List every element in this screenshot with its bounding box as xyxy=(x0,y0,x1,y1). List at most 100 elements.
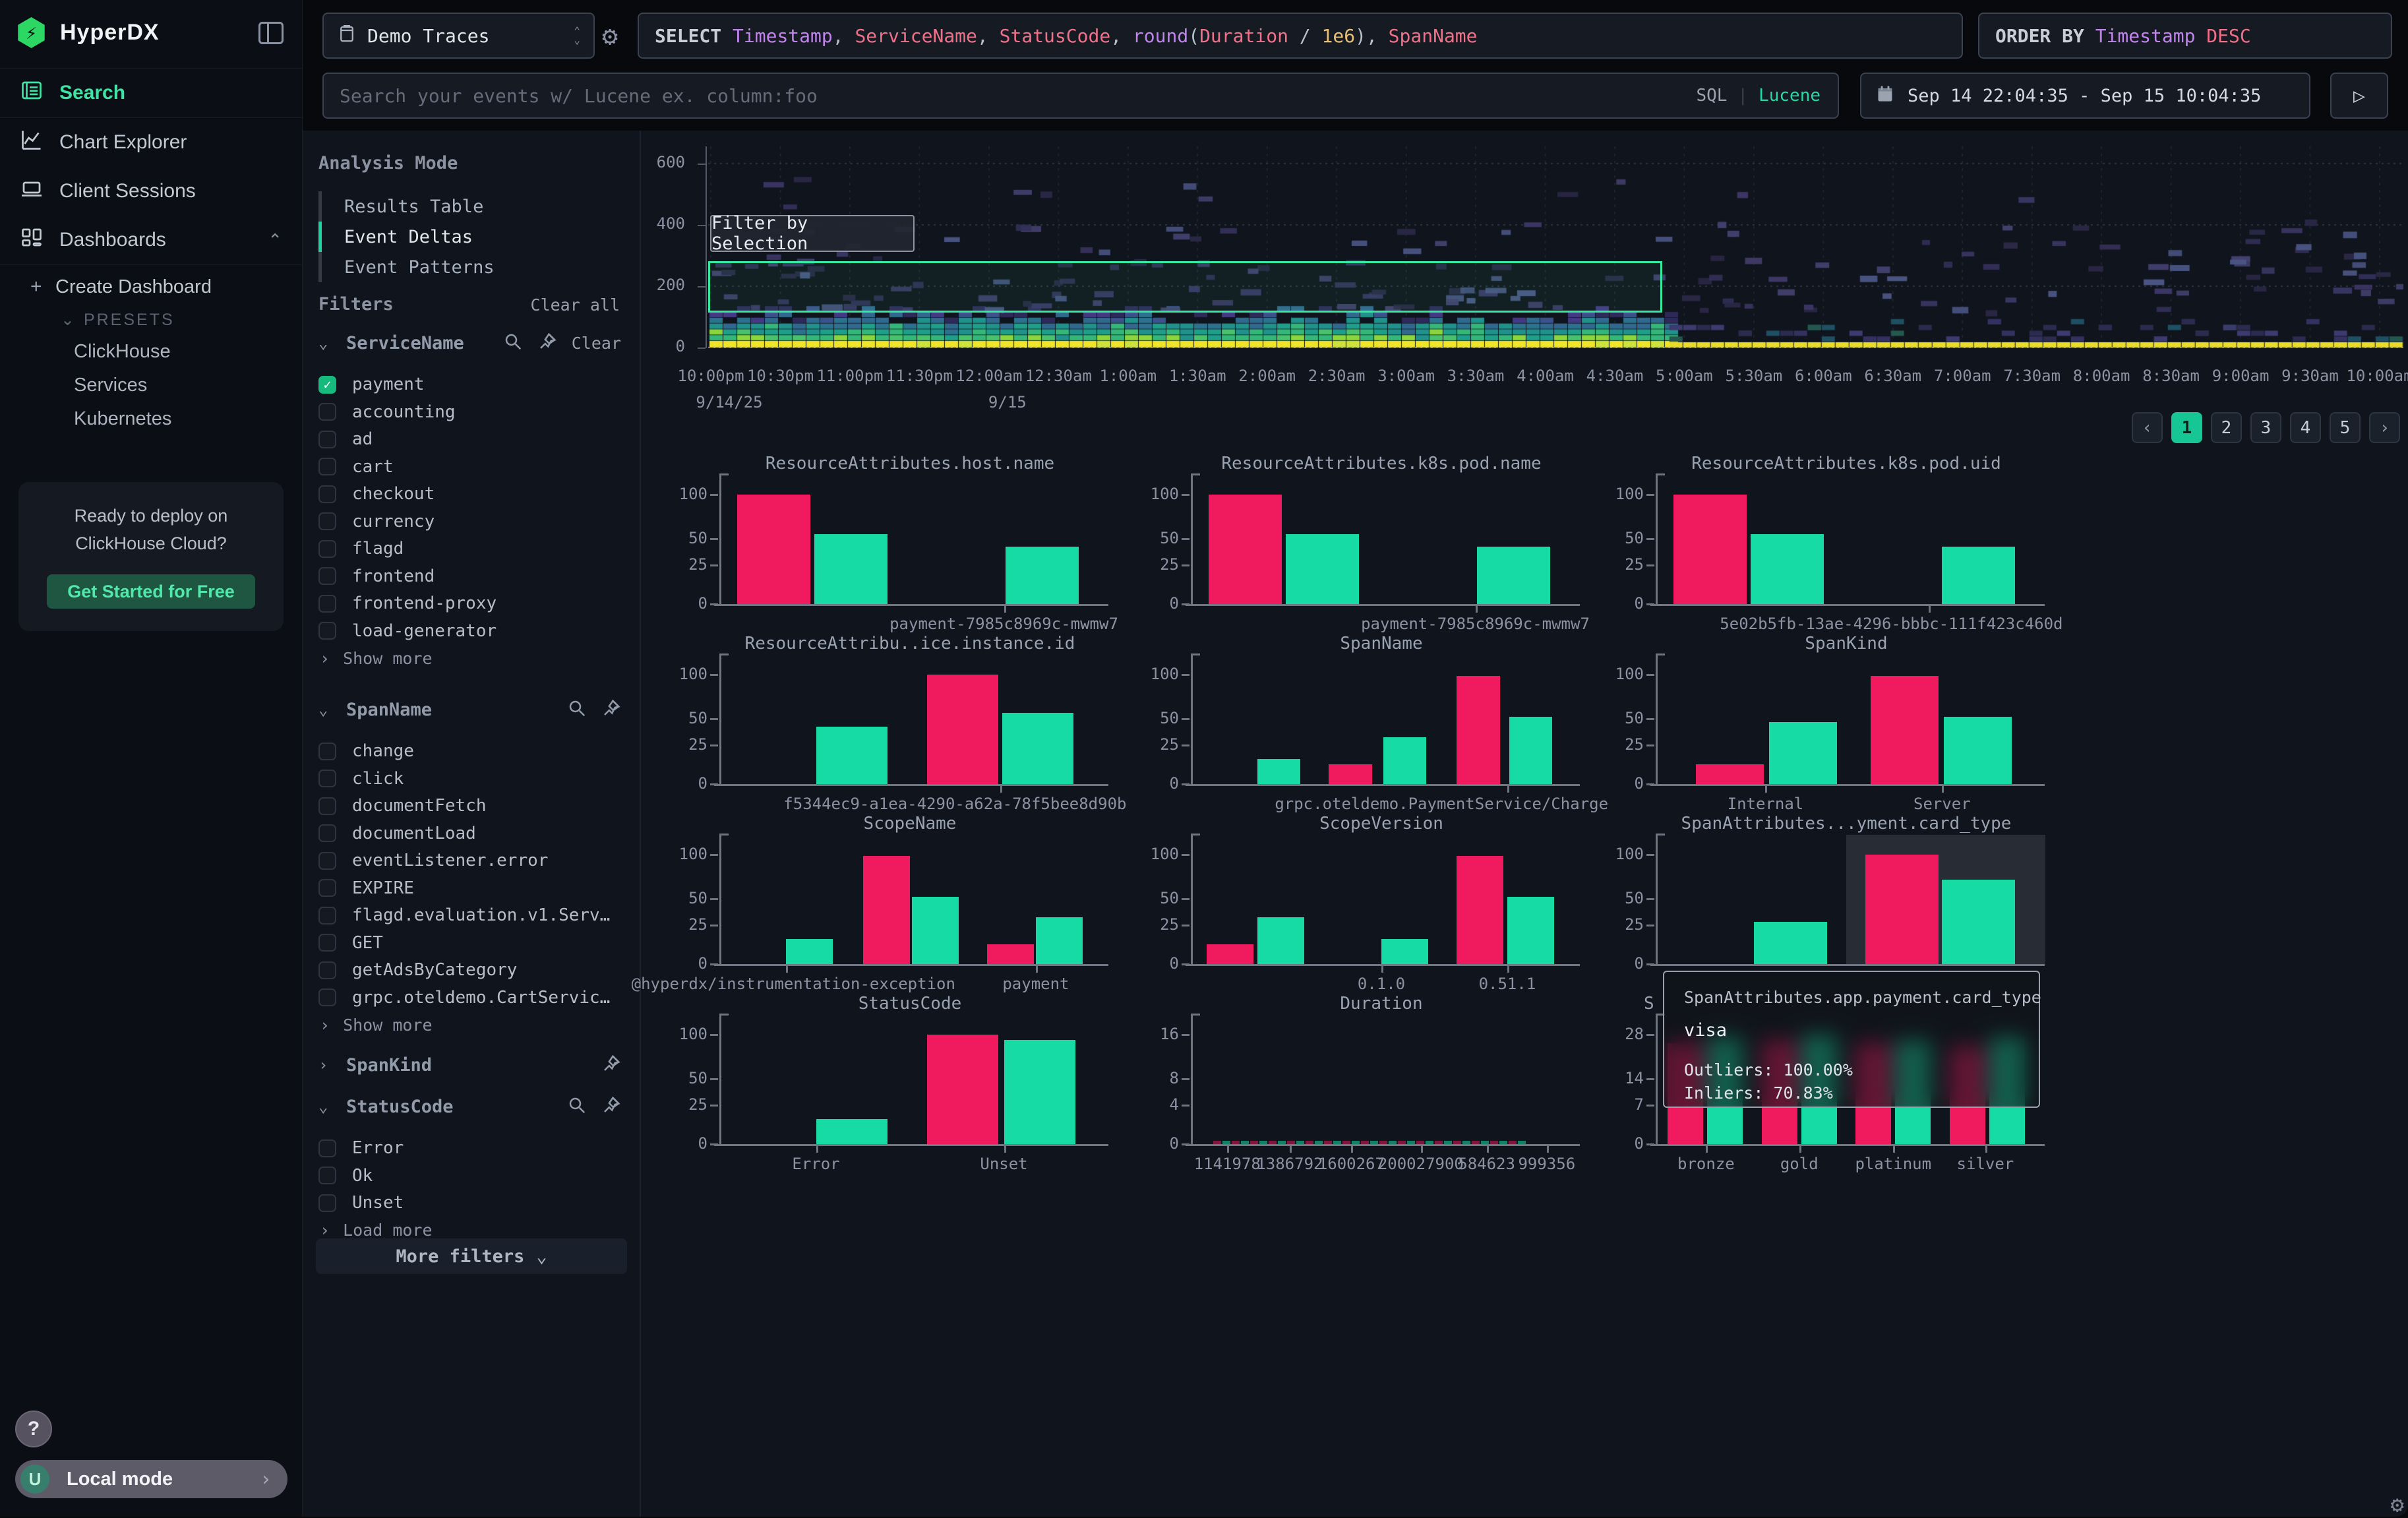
delta-bar-inlier[interactable] xyxy=(1006,547,1079,604)
run-query-button[interactable]: ▷ xyxy=(2330,73,2388,119)
analysis-mode-results-table[interactable]: Results Table xyxy=(303,191,640,222)
chevron-right-icon[interactable]: › xyxy=(318,1056,328,1074)
filter-option-currency[interactable]: currency xyxy=(303,508,640,535)
delta-bar-inlier[interactable] xyxy=(1942,547,2016,604)
sidebar-item-dashboards[interactable]: Dashboards ⌃ xyxy=(0,216,302,264)
checkbox-unchecked[interactable] xyxy=(318,512,336,530)
clear-filter-button[interactable]: Clear xyxy=(571,333,621,353)
pagination-next-button[interactable]: › xyxy=(2369,412,2400,443)
search-icon[interactable] xyxy=(567,1095,587,1118)
filter-group-header[interactable]: › SpanKind xyxy=(303,1050,640,1079)
search-icon[interactable] xyxy=(567,698,587,721)
delta-bar-outlier[interactable] xyxy=(862,856,910,964)
more-filters-button[interactable]: More filters ⌄ xyxy=(316,1238,627,1274)
analysis-mode-event-patterns[interactable]: Event Patterns xyxy=(303,252,640,282)
pagination-page-4[interactable]: 4 xyxy=(2290,412,2321,443)
filter-option-error[interactable]: Error xyxy=(303,1134,640,1162)
delta-bar-inlier[interactable] xyxy=(1257,917,1305,964)
delta-bar-outlier[interactable] xyxy=(1208,495,1282,604)
checkbox-unchecked[interactable] xyxy=(318,797,336,815)
sidebar-item-client-sessions[interactable]: Client Sessions xyxy=(0,167,302,216)
delta-bar-outlier[interactable] xyxy=(986,944,1035,964)
show-more-button[interactable]: › Show more xyxy=(303,1011,640,1039)
user-menu[interactable]: U Local mode › xyxy=(15,1460,287,1498)
panel-settings-gear-icon[interactable]: ⚙ xyxy=(2390,1492,2404,1518)
analysis-mode-event-deltas[interactable]: Event Deltas xyxy=(303,222,640,252)
delta-bar-inlier[interactable] xyxy=(785,939,833,964)
filter-option-frontend-proxy[interactable]: frontend-proxy xyxy=(303,590,640,617)
delta-bar-inlier[interactable] xyxy=(1381,939,1429,964)
delta-bar-inlier[interactable] xyxy=(1035,917,1083,964)
presets-toggle[interactable]: ⌄ PRESETS xyxy=(0,305,302,335)
pagination-page-3[interactable]: 3 xyxy=(2250,412,2281,443)
filter-option-getadsbycategory[interactable]: getAdsByCategory xyxy=(303,956,640,984)
checkbox-checked[interactable]: ✓ xyxy=(318,375,336,394)
sidebar-preset-clickhouse[interactable]: ClickHouse xyxy=(74,341,171,362)
pin-icon[interactable] xyxy=(601,1054,621,1076)
filter-option-expire[interactable]: EXPIRE xyxy=(303,874,640,902)
delta-bar-outlier[interactable] xyxy=(926,1035,998,1144)
filter-option-click[interactable]: click xyxy=(303,765,640,793)
source-select[interactable]: Demo Traces ⌃ ⌄ xyxy=(322,13,595,59)
delta-bar-inlier[interactable] xyxy=(816,727,888,784)
delta-bar-inlier[interactable] xyxy=(1507,897,1555,964)
delta-bar-inlier[interactable] xyxy=(911,897,959,964)
chevron-down-icon[interactable]: ⌄ xyxy=(318,334,328,352)
get-started-button[interactable]: Get Started for Free xyxy=(47,574,255,609)
delta-bar-inlier[interactable] xyxy=(1002,713,1073,784)
pagination-page-1[interactable]: 1 xyxy=(2171,412,2202,443)
delta-bar-inlier[interactable] xyxy=(1769,722,1837,784)
checkbox-unchecked[interactable] xyxy=(318,1194,336,1212)
chevron-down-icon[interactable]: ⌄ xyxy=(318,700,328,719)
delta-bar-inlier[interactable] xyxy=(1477,547,1551,604)
filter-option-ad[interactable]: ad xyxy=(303,425,640,453)
delta-bar-outlier[interactable] xyxy=(1871,676,1939,784)
filter-option-grpc-oteldemo-cartservic-[interactable]: grpc.oteldemo.CartServic… xyxy=(303,984,640,1012)
checkbox-unchecked[interactable] xyxy=(318,539,336,558)
checkbox-unchecked[interactable] xyxy=(318,1167,336,1184)
checkbox-unchecked[interactable] xyxy=(318,622,336,640)
delta-bar-inlier[interactable] xyxy=(814,534,888,604)
delta-bar-outlier[interactable] xyxy=(1329,764,1372,784)
delta-bar-inlier[interactable] xyxy=(1754,922,1828,964)
delta-bar-outlier[interactable] xyxy=(1457,856,1504,964)
lang-lucene-toggle[interactable]: Lucene xyxy=(1759,86,1821,106)
delta-bar-inlier[interactable] xyxy=(1004,1040,1075,1144)
delta-bar-outlier[interactable] xyxy=(1673,495,1747,604)
filter-option-unset[interactable]: Unset xyxy=(303,1189,640,1217)
checkbox-unchecked[interactable] xyxy=(318,567,336,585)
sidebar-collapse-icon[interactable] xyxy=(258,21,284,44)
filter-option-payment[interactable]: ✓ payment xyxy=(303,371,640,398)
checkbox-unchecked[interactable] xyxy=(318,403,336,421)
filter-option-cart[interactable]: cart xyxy=(303,453,640,481)
delta-bar-outlier[interactable] xyxy=(1696,764,1764,784)
checkbox-unchecked[interactable] xyxy=(318,430,336,448)
lang-sql-toggle[interactable]: SQL xyxy=(1696,86,1728,106)
checkbox-unchecked[interactable] xyxy=(318,594,336,613)
checkbox-unchecked[interactable] xyxy=(318,879,336,897)
source-settings-gear-icon[interactable]: ⚙ xyxy=(602,21,618,51)
delta-bar-outlier[interactable] xyxy=(737,495,810,604)
checkbox-unchecked[interactable] xyxy=(318,485,336,503)
delta-bar-outlier[interactable] xyxy=(1865,855,1939,964)
pin-icon[interactable] xyxy=(601,1095,621,1118)
filter-option-documentfetch[interactable]: documentFetch xyxy=(303,792,640,820)
filter-option-flagd[interactable]: flagd xyxy=(303,535,640,562)
heatmap-selection[interactable] xyxy=(708,260,1663,313)
checkbox-unchecked[interactable] xyxy=(318,961,336,979)
delta-bar-inlier[interactable] xyxy=(1257,759,1301,784)
delta-bar-outlier[interactable] xyxy=(1457,676,1500,784)
create-dashboard-button[interactable]: + Create Dashboard xyxy=(0,269,302,305)
help-button[interactable]: ? xyxy=(15,1411,52,1447)
sidebar-preset-services[interactable]: Services xyxy=(74,375,148,396)
checkbox-unchecked[interactable] xyxy=(318,851,336,870)
load-more-button[interactable]: › Load more xyxy=(303,1217,640,1244)
sidebar-item-chart-explorer[interactable]: Chart Explorer xyxy=(0,118,302,167)
delta-bar-inlier[interactable] xyxy=(1944,717,2012,784)
filter-option-get[interactable]: GET xyxy=(303,929,640,957)
pagination-page-2[interactable]: 2 xyxy=(2211,412,2242,443)
filter-option-accounting[interactable]: accounting xyxy=(303,398,640,426)
checkbox-unchecked[interactable] xyxy=(318,934,336,952)
delta-bar-outlier[interactable] xyxy=(1206,944,1254,964)
checkbox-unchecked[interactable] xyxy=(318,1139,336,1157)
